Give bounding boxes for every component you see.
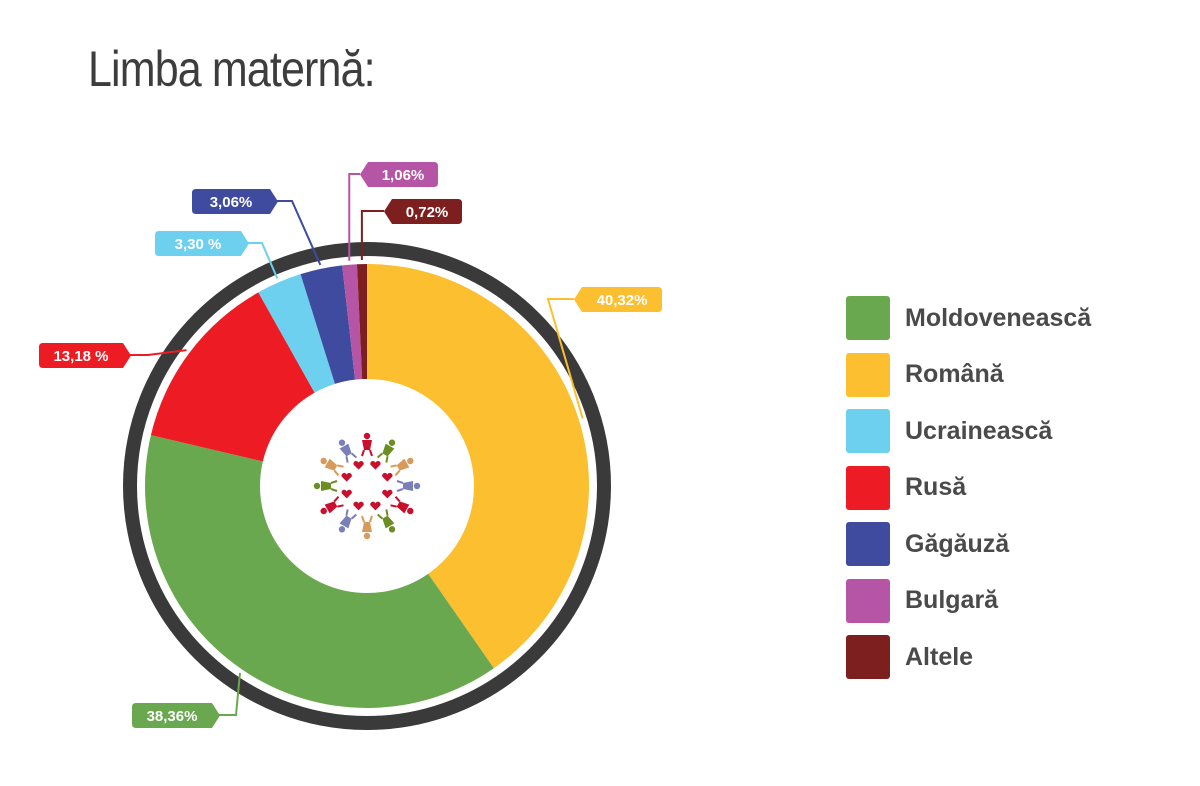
data-label-text: 3,06% xyxy=(210,194,253,211)
leader-line xyxy=(360,210,384,261)
data-label-bulgara: 1,06% xyxy=(348,162,438,261)
legend-item-gagauza: Găgăuză xyxy=(846,522,1091,566)
dancer-figure xyxy=(338,439,357,463)
data-label-moldoveneasca: 38,36% xyxy=(132,672,241,728)
dancer-figure xyxy=(361,515,373,540)
legend-swatch xyxy=(846,409,890,453)
legend-swatch xyxy=(846,296,890,340)
data-label-box xyxy=(132,703,220,728)
legend-label: Rusă xyxy=(905,473,967,501)
data-label-altele: 0,72% xyxy=(360,199,462,261)
heart-motif xyxy=(353,460,364,470)
dancer-figure xyxy=(377,439,396,463)
leader-line xyxy=(212,672,241,716)
data-label-text: 38,36% xyxy=(147,708,198,725)
leader-line xyxy=(123,349,187,356)
data-label-gagauza: 3,06% xyxy=(192,189,322,266)
legend-swatch xyxy=(846,635,890,679)
data-label-text: 1,06% xyxy=(382,167,425,184)
donut-hole xyxy=(260,379,474,593)
legend-swatch xyxy=(846,522,890,566)
slice-romana xyxy=(367,264,590,669)
data-label-text: 40,32% xyxy=(597,292,648,309)
legend-label: Ucrainească xyxy=(905,416,1053,445)
data-label-box xyxy=(384,199,462,224)
legend-label: Română xyxy=(905,360,1004,388)
dancer-figure xyxy=(390,457,414,476)
legend-swatch xyxy=(846,578,890,623)
dancer-figure xyxy=(396,480,421,492)
dancers-ring-emblem xyxy=(313,432,421,540)
dancer-figure xyxy=(320,496,344,515)
heart-motif xyxy=(382,489,393,499)
chart-title: Limba maternă: xyxy=(88,41,376,97)
data-label-box xyxy=(39,343,131,368)
data-label-text: 0,72% xyxy=(406,204,449,221)
data-label-box xyxy=(192,189,278,214)
heart-motif xyxy=(341,489,352,499)
legend-item-moldoveneasca: Moldovenească xyxy=(846,296,1091,340)
data-label-text: 3,30 % xyxy=(175,236,222,253)
heart-motif xyxy=(370,501,381,511)
legend-swatch xyxy=(846,465,890,510)
dancer-figure xyxy=(361,432,373,457)
data-label-rusa: 13,18 % xyxy=(39,343,187,368)
leader-line xyxy=(546,298,584,419)
legend-label: Moldovenească xyxy=(905,303,1092,332)
data-label-box xyxy=(360,162,438,187)
data-label-ucraineasca: 3,30 % xyxy=(155,231,279,279)
legend-label: Găgăuză xyxy=(905,529,1010,558)
heart-motif xyxy=(341,472,352,482)
dancer-figure xyxy=(390,496,414,515)
leader-line xyxy=(348,173,360,261)
data-label-romana: 40,32% xyxy=(546,287,662,419)
legend-swatch xyxy=(846,352,890,397)
heart-motif xyxy=(353,501,364,511)
legend-label: Bulgară xyxy=(905,586,999,614)
legend-label: Altele xyxy=(905,642,974,671)
legend-item-romana: Română xyxy=(846,352,1091,397)
legend-item-ucraineasca: Ucrainească xyxy=(846,409,1091,453)
dancer-figure xyxy=(320,457,344,476)
legend: Moldovenească Română Ucrainească Rusă Găgăuz… xyxy=(846,296,1091,692)
dancer-figure xyxy=(313,480,338,492)
outer-ring xyxy=(123,242,611,730)
data-label-box xyxy=(155,231,249,256)
heart-motif xyxy=(382,472,393,482)
dancer-figure xyxy=(377,509,396,533)
data-label-box xyxy=(574,287,662,312)
data-label-text: 13,18 % xyxy=(53,348,108,365)
legend-item-altele: Altele xyxy=(846,635,1091,679)
heart-motif xyxy=(370,460,381,470)
legend-item-bulgara: Bulgară xyxy=(846,578,1091,623)
dancer-figure xyxy=(338,509,357,533)
legend-item-rusa: Rusă xyxy=(846,465,1091,510)
